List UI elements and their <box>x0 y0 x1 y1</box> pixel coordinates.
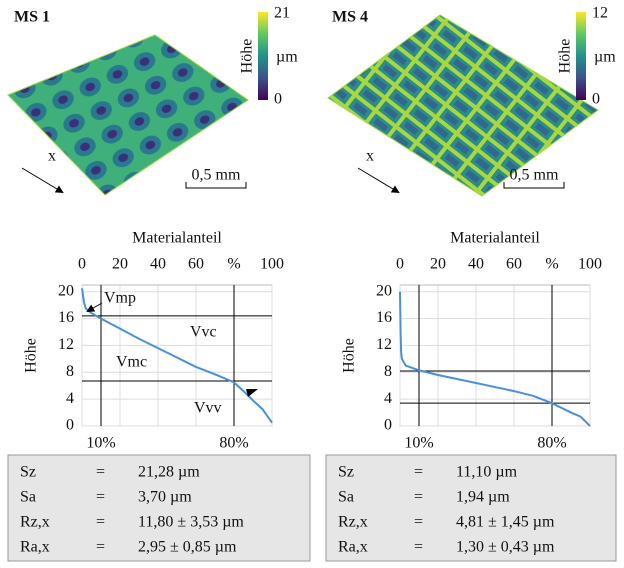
table-cell: Ra,x <box>338 539 368 556</box>
colorbar <box>576 12 586 100</box>
colorbar <box>258 12 268 100</box>
table-cell: Sa <box>20 489 36 506</box>
colorbar-label: Höhe <box>239 39 256 74</box>
table-cell: Sa <box>338 489 354 506</box>
surface-render <box>327 14 599 197</box>
colorbar-min: 0 <box>274 91 282 108</box>
colorbar-label: Höhe <box>557 39 574 74</box>
table-cell: 11,10 µm <box>456 464 518 481</box>
y-tick-label: 0 <box>66 417 74 434</box>
table-cell: Rz,x <box>20 514 50 531</box>
table-cell: = <box>414 489 423 506</box>
y-tick-label: 20 <box>376 282 392 299</box>
table-cell: 3,70 µm <box>138 489 192 506</box>
x-tick-label: 20 <box>112 256 128 273</box>
x-axis-title: Materialanteil <box>132 230 222 247</box>
reference-label: 80% <box>219 435 248 452</box>
table-cell: = <box>414 514 423 531</box>
x-tick-label: 40 <box>150 256 166 273</box>
y-tick-label: 8 <box>66 363 74 380</box>
y-tick-label: 20 <box>58 282 74 299</box>
panel-title: MS 1 <box>14 9 50 26</box>
table-cell: 4,81 ± 1,45 µm <box>456 514 555 531</box>
x-tick-label: % <box>227 256 240 273</box>
annotation-arrow <box>246 389 258 397</box>
table-cell: 2,95 ± 0,85 µm <box>138 539 237 556</box>
x-tick-label: 20 <box>430 256 446 273</box>
y-tick-label: 0 <box>384 417 392 434</box>
x-tick-label: 60 <box>506 256 522 273</box>
x-tick-label: 100 <box>578 256 602 273</box>
x-tick-label: 60 <box>188 256 204 273</box>
scale-label: 0,5 mm <box>192 167 241 184</box>
table-cell: = <box>96 539 105 556</box>
annotation-arrow <box>86 302 103 312</box>
x-tick-label: 0 <box>78 256 86 273</box>
colorbar-unit: µm <box>276 49 298 66</box>
axis-arrow <box>21 167 64 194</box>
table-cell: Sz <box>20 464 36 481</box>
y-tick-label: 12 <box>376 336 392 353</box>
table-cell: = <box>96 489 105 506</box>
axis-label: x <box>366 148 374 165</box>
y-axis-title: Höhe <box>341 338 358 373</box>
annotation: Vmc <box>116 354 147 371</box>
table-cell: Sz <box>338 464 354 481</box>
curve <box>399 291 591 427</box>
axis-label: x <box>48 148 56 165</box>
x-tick-label: 0 <box>396 256 404 273</box>
table-cell: 1,94 µm <box>456 489 510 506</box>
curve <box>81 288 273 424</box>
reference-label: 80% <box>537 435 566 452</box>
x-tick-label: 100 <box>260 256 284 273</box>
reference-label: 10% <box>86 435 115 452</box>
table-cell: 11,80 ± 3,53 µm <box>138 514 244 531</box>
colorbar-min: 0 <box>592 91 600 108</box>
table-box <box>325 454 617 562</box>
y-tick-label: 16 <box>58 309 74 326</box>
y-tick-label: 16 <box>376 309 392 326</box>
scale-bar <box>503 182 565 189</box>
scale-bar <box>185 182 247 189</box>
table-cell: 1,30 ± 0,43 µm <box>456 539 555 556</box>
x-tick-label: % <box>545 256 558 273</box>
table-cell: 21,28 µm <box>138 464 200 481</box>
colorbar-max: 21 <box>274 5 290 22</box>
y-tick-label: 12 <box>58 336 74 353</box>
table-cell: = <box>414 539 423 556</box>
y-axis-title: Höhe <box>23 338 40 373</box>
colorbar-max: 12 <box>592 5 608 22</box>
colorbar-unit: µm <box>594 49 616 66</box>
axis-arrow <box>357 167 400 194</box>
table-cell: Rz,x <box>338 514 368 531</box>
x-tick-label: 40 <box>468 256 484 273</box>
table-cell: = <box>96 514 105 531</box>
y-tick-label: 4 <box>384 390 392 407</box>
plot-area <box>399 284 591 427</box>
annotation: Vvv <box>194 400 222 417</box>
scale-label: 0,5 mm <box>510 167 559 184</box>
y-tick-label: 4 <box>66 390 74 407</box>
table-box <box>7 454 311 562</box>
table-cell: = <box>96 464 105 481</box>
x-axis-title: Materialanteil <box>450 230 540 247</box>
annotation: Vmp <box>104 290 136 307</box>
panel-title: MS 4 <box>332 9 368 26</box>
y-tick-label: 8 <box>384 363 392 380</box>
table-cell: = <box>414 464 423 481</box>
surface-render <box>7 34 249 196</box>
reference-label: 10% <box>404 435 433 452</box>
annotation: Vvc <box>190 324 217 341</box>
table-cell: Ra,x <box>20 539 50 556</box>
